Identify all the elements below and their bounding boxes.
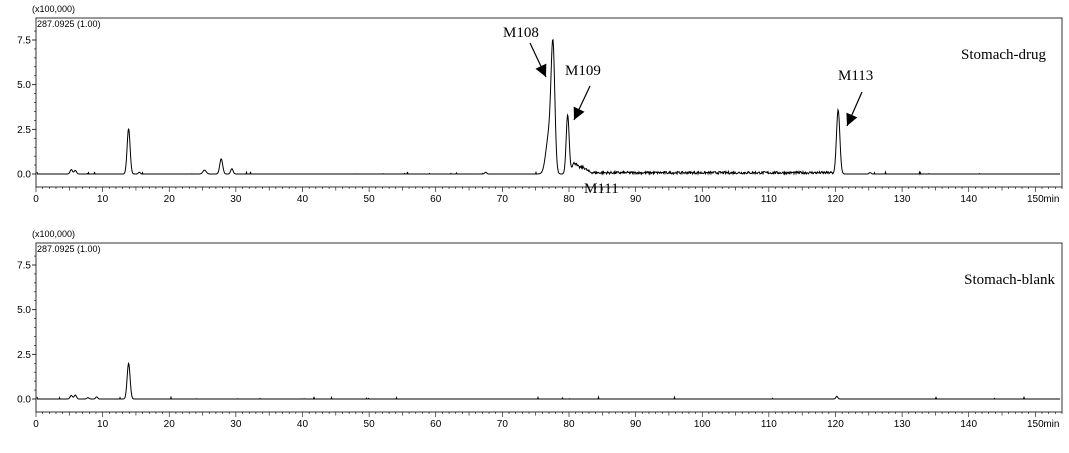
plot-frame [35,242,1063,413]
x-tick-label: 140 [960,419,977,430]
y-tick-label: 5.0 [17,305,31,316]
chromatogram-trace [36,361,1060,400]
x-tick-label: 0 [33,419,39,430]
x-tick-label: 130 [894,194,911,205]
peak-annotation-label: M109 [565,63,601,79]
x-tick-label: 30 [230,194,242,205]
x-tick-label: 40 [297,419,309,430]
x-tick-label: 10 [97,419,109,430]
ion-label: 287.0925 (1.00) [37,19,101,29]
stomach-drug-panel: 0.0 2.5 5.0 7.5 0 10 20 30 40 50 60 70 80 90 100 110 120… [17,4,1063,205]
x-tick-label: 20 [164,419,176,430]
x-tick-label: 80 [563,194,575,205]
panel-label: Stomach-drug [961,47,1046,63]
x-tick-label: 150 [1027,194,1044,205]
x-tick-label: 70 [497,419,509,430]
x-tick-label: 40 [297,194,309,205]
scale-label: (x100,000) [32,4,75,14]
y-tick-label: 0.0 [17,170,31,181]
y-tick-label: 5.0 [17,80,31,91]
y-tick-label: 7.5 [17,261,31,272]
x-tick-label: 50 [364,194,376,205]
x-tick-label: 100 [694,194,711,205]
x-tick-label: 60 [430,194,442,205]
x-tick-label: 90 [630,419,642,430]
panel-label: Stomach-blank [964,272,1055,288]
x-tick-label: 0 [33,194,39,205]
peak-annotation-arrowhead [535,63,547,77]
ion-label: 287.0925 (1.00) [37,244,101,254]
x-tick-label: 110 [761,419,777,430]
x-tick-label: 150 [1027,419,1044,430]
x-tick-label: 30 [230,419,242,430]
x-tick-label: 80 [563,419,575,430]
chromatogram-trace [36,38,1060,176]
stomach-blank-panel: 0.0 2.5 5.0 7.5 0 10 20 30 40 50 60 70 80 90 100 110 120… [17,229,1063,430]
x-tick-label: 90 [630,194,642,205]
x-tick-label: 110 [761,194,777,205]
x-tick-label: 20 [164,194,176,205]
y-tick-label: 0.0 [17,395,31,406]
x-tick-label: 60 [430,419,442,430]
x-unit-label: min [1043,194,1059,205]
x-tick-label: 140 [960,194,977,205]
x-tick-label: 50 [364,419,376,430]
x-tick-label: 100 [694,419,711,430]
x-tick-label: 120 [827,419,844,430]
plot-frame [35,17,1063,188]
y-tick-label: 2.5 [17,350,31,361]
x-tick-label: 10 [97,194,109,205]
x-tick-label: 130 [894,419,911,430]
peak-annotation-arrowhead [573,106,585,120]
y-tick-label: 7.5 [17,36,31,47]
x-tick-label: 120 [827,194,844,205]
peak-annotation-label: M108 [503,25,539,41]
x-tick-label: 70 [497,194,509,205]
y-tick-label: 2.5 [17,125,31,136]
x-unit-label: min [1043,419,1059,430]
peak-annotation-label: M111 [584,181,619,197]
peak-annotation-label: M113 [838,68,873,84]
peak-annotation-arrowhead [846,112,858,126]
scale-label: (x100,000) [32,229,75,239]
